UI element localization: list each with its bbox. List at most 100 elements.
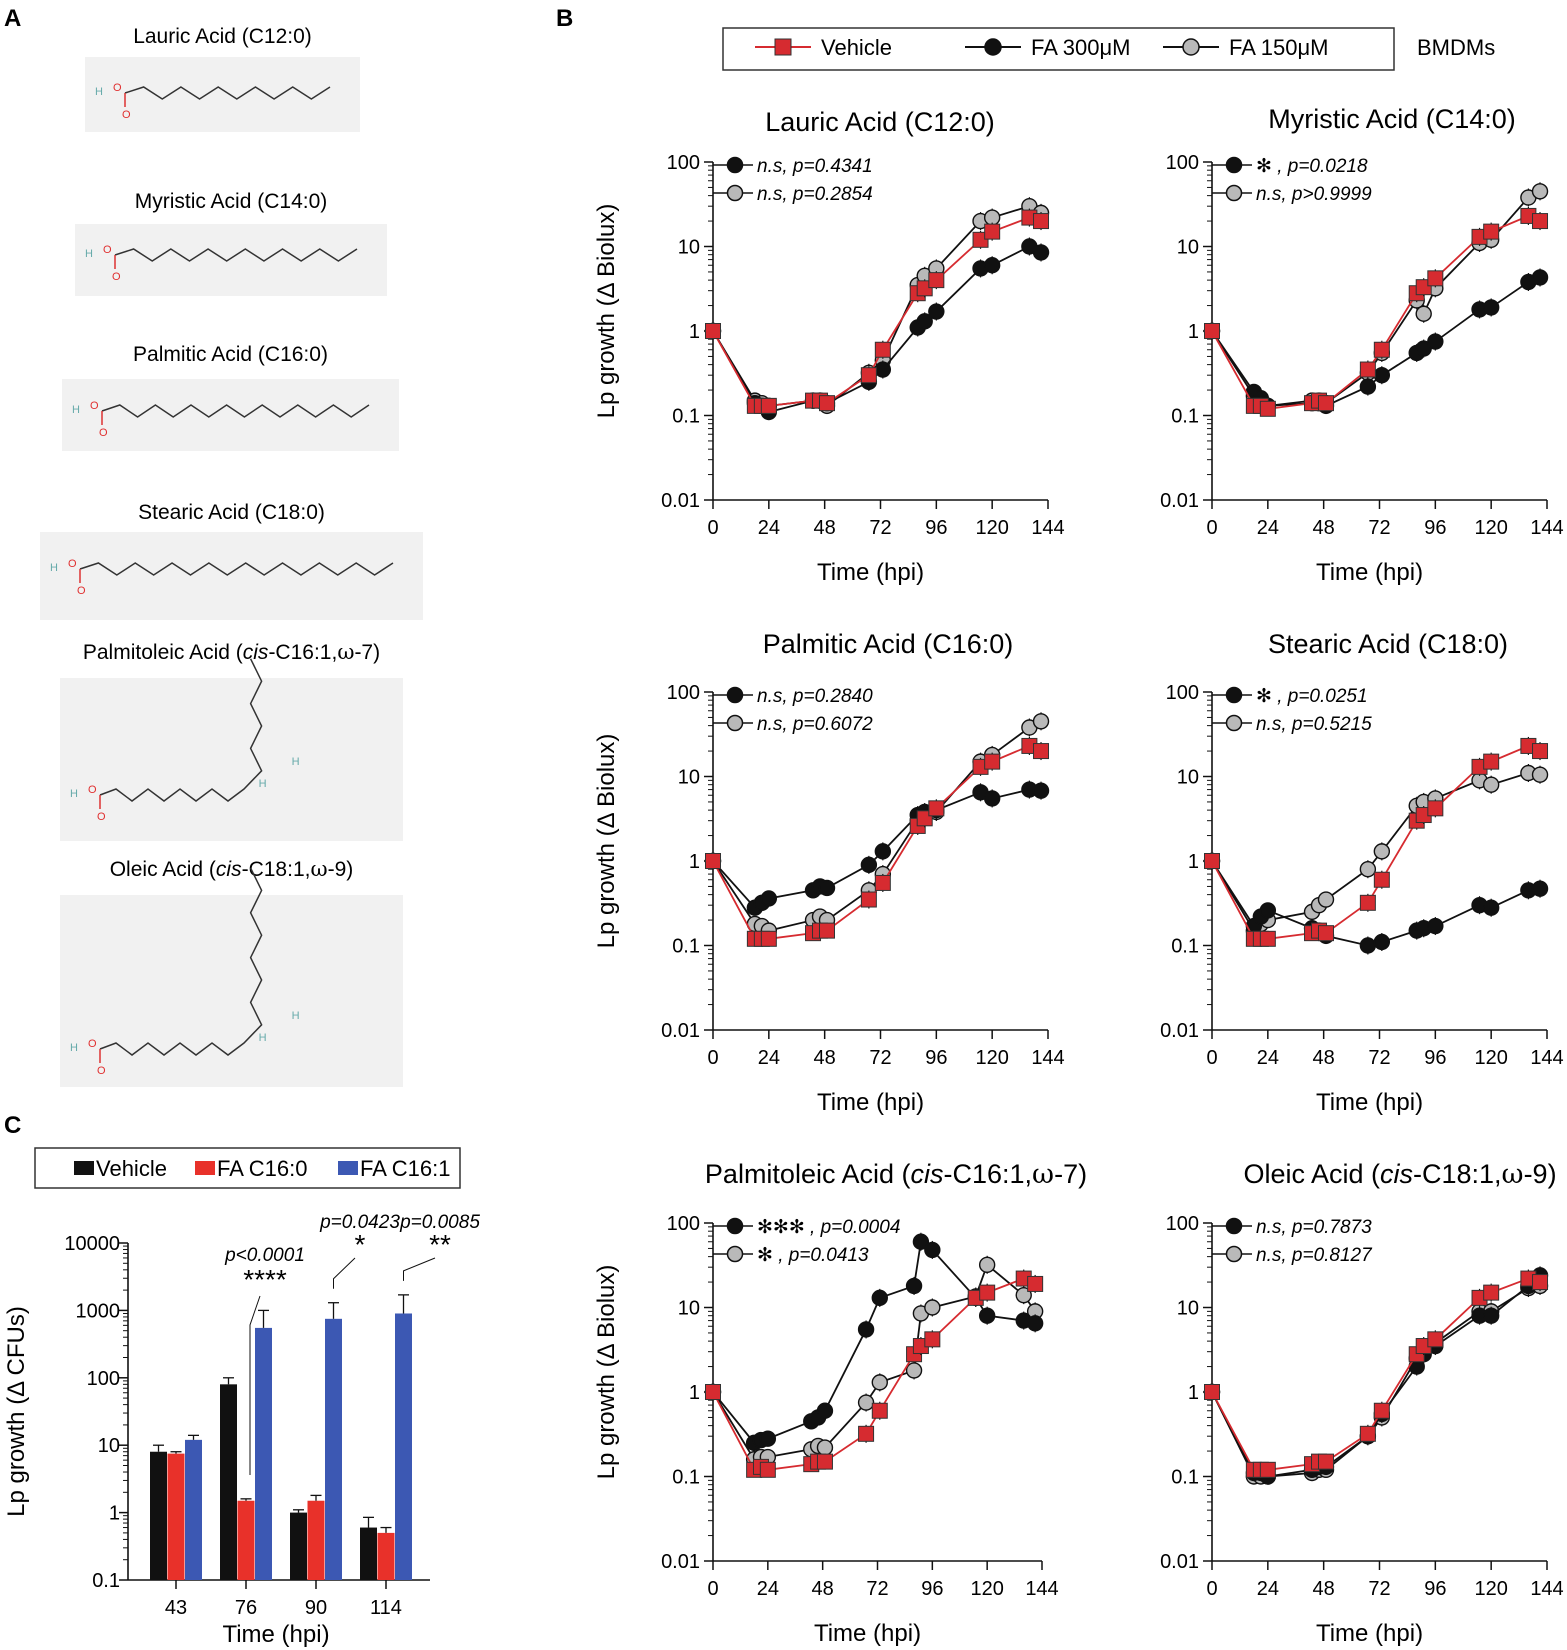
y-tick-label: 10 — [1177, 237, 1199, 259]
bar — [290, 1512, 307, 1580]
legend-label: Vehicle — [96, 1156, 167, 1181]
title-part: ω — [1032, 1159, 1054, 1190]
hydrogen-label: H — [259, 1032, 267, 1044]
stat-marker — [1225, 1245, 1243, 1263]
x-tick-label: 72 — [866, 1578, 888, 1600]
structure-background — [85, 57, 360, 132]
chart-title: Myristic Acid (C14:0) — [1268, 104, 1516, 134]
panel-label-c: C — [4, 1112, 21, 1139]
title-part: cis — [243, 641, 269, 664]
bar-chart: Vehicle FA C16:0 FA C16:1 0.1 1 10 100 1000 1000… — [3, 1147, 480, 1648]
stat-pvalue: n.s, p=0.5215 — [1256, 714, 1372, 735]
data-point — [924, 1331, 941, 1348]
title-part: -9) — [1524, 1159, 1557, 1189]
carbon-chain — [79, 562, 394, 576]
data-point — [1415, 305, 1432, 322]
x-tick-label: 24 — [757, 1578, 779, 1600]
data-point — [1032, 244, 1050, 261]
bar — [307, 1500, 325, 1580]
oxygen-label: O — [103, 244, 112, 256]
data-point — [979, 1284, 996, 1301]
y-tick-label: 1 — [689, 1382, 700, 1404]
title-part: -C18:1, — [1413, 1159, 1502, 1189]
data-point — [1482, 299, 1500, 316]
data-point — [928, 272, 945, 289]
y-tick-label: 100 — [667, 152, 700, 174]
x-tick-label: 144 — [1025, 1578, 1058, 1600]
stat-marker — [726, 1245, 744, 1263]
stat-pvalue: , p=0.0218 — [1277, 156, 1368, 177]
y-tick-label: 10 — [678, 1298, 700, 1320]
x-tick-label: 72 — [1368, 517, 1390, 539]
y-tick-label: 1000 — [76, 1300, 121, 1322]
data-point — [1373, 843, 1391, 860]
y-tick-label: 1 — [689, 321, 700, 343]
data-point — [1373, 871, 1390, 888]
y-tick-label: 10 — [1177, 1298, 1199, 1320]
stat-stars: ✻ — [757, 1245, 778, 1266]
x-tick-label: 0 — [1206, 1047, 1217, 1069]
data-point — [1373, 1402, 1390, 1419]
structure-name: Oleic Acid (cis-C18:1,ω-9) — [110, 857, 354, 881]
legend-label: Vehicle — [821, 35, 892, 60]
x-tick-label: 144 — [1031, 517, 1064, 539]
chart-title: Palmitic Acid (C16:0) — [763, 629, 1014, 659]
y-axis-label: Lp growth (Δ Biolux) — [593, 1265, 620, 1480]
x-tick-label: 0 — [707, 1578, 718, 1600]
x-tick-label: 48 — [1313, 517, 1335, 539]
x-tick-label: 48 — [812, 1578, 834, 1600]
x-tick-label: 96 — [921, 1578, 943, 1600]
data-point — [1204, 1384, 1220, 1400]
line-chart-4: Stearic Acid (C18:0) 0.01 0.1 1 10 100 0 24 48 72… — [1160, 629, 1564, 1116]
significance-line — [403, 1257, 436, 1281]
oxygen-label: O — [99, 427, 108, 439]
structure-name: Palmitoleic Acid (cis-C16:1,ω-7) — [83, 640, 380, 664]
x-tick-label: 96 — [1424, 1578, 1446, 1600]
data-point — [1373, 933, 1391, 951]
significance-stars: ** — [429, 1229, 451, 1260]
chart-title: Palmitoleic Acid (cis-C16:1,ω-7) — [705, 1159, 1087, 1190]
line-chart-3: Palmitic Acid (C16:0) 0.01 0.1 1 10 100 0 24 48 7… — [593, 629, 1065, 1116]
x-tick-label: 48 — [1313, 1578, 1335, 1600]
x-tick-label: 96 — [1424, 517, 1446, 539]
data-point — [1359, 860, 1377, 878]
data-point — [1204, 853, 1220, 869]
y-tick-label: 1 — [1188, 321, 1199, 343]
x-axis-label: Time (hpi) — [817, 559, 924, 586]
data-point — [912, 1233, 930, 1250]
data-point — [1482, 899, 1500, 916]
data-point — [1032, 713, 1050, 730]
structure-background — [75, 224, 387, 296]
bar — [255, 1327, 272, 1580]
legend-marker — [1182, 38, 1200, 56]
data-point — [1032, 782, 1050, 799]
data-point — [978, 1307, 996, 1324]
stat-text: n.s, p=0.5215 — [1256, 714, 1372, 735]
carbon-chain — [99, 658, 263, 802]
data-point — [705, 323, 721, 339]
x-tick-label: 144 — [1530, 517, 1563, 539]
x-tick-label: 144 — [1031, 1047, 1064, 1069]
chart-title: Stearic Acid (C18:0) — [1268, 629, 1508, 659]
y-tick-label: 0.01 — [661, 1020, 700, 1042]
data-point — [1027, 1275, 1044, 1292]
data-point — [978, 1256, 996, 1274]
x-axis-label: Time (hpi) — [814, 1620, 921, 1647]
x-tick-label: 48 — [814, 1047, 836, 1069]
x-tick-label: 72 — [869, 1047, 891, 1069]
x-tick-label: 43 — [165, 1597, 187, 1619]
x-axis-label: Time (hpi) — [222, 1621, 329, 1648]
stat-pvalue: n.s, p=0.2854 — [757, 184, 873, 205]
significance-line — [333, 1257, 356, 1289]
y-axis-label: Lp growth (Δ Biolux) — [593, 734, 620, 949]
stat-marker — [726, 156, 744, 174]
data-point — [1033, 213, 1050, 230]
data-point — [984, 223, 1001, 240]
legend-box — [722, 27, 1395, 71]
x-tick-label: 48 — [814, 517, 836, 539]
structure-name: Myristic Acid (C14:0) — [135, 190, 328, 213]
stat-marker — [726, 1217, 744, 1235]
stat-stars: ✻✻✻ — [757, 1217, 810, 1238]
data-point — [818, 922, 835, 939]
y-tick-label: 10 — [98, 1435, 120, 1457]
